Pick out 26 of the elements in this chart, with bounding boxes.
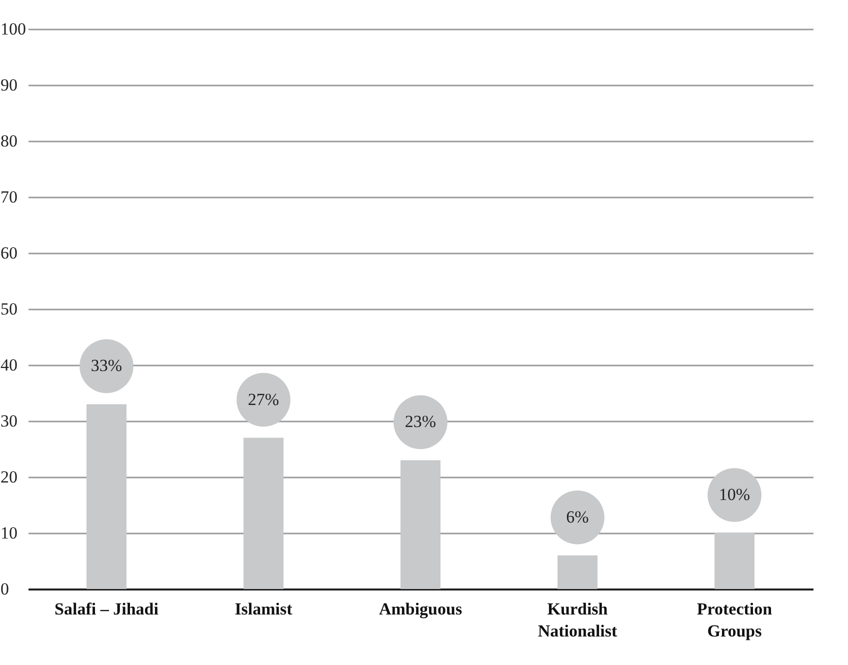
y-tick-label: 50 (0, 300, 18, 318)
bar (400, 460, 440, 589)
y-tick-label: 60 (0, 244, 18, 262)
data-label: 10% (718, 485, 750, 504)
data-label: 33% (90, 356, 122, 376)
bar (714, 533, 754, 589)
y-tick-label: 10 (0, 524, 18, 542)
y-tick-label: 40 (0, 356, 18, 374)
y-tick-label: 80 (0, 132, 18, 150)
x-tick-label: Protection Groups (696, 600, 773, 640)
y-tick-label: 30 (0, 412, 18, 430)
x-tick-label: Salafi – Jihadi (54, 600, 159, 618)
y-tick-label: 70 (0, 188, 18, 206)
y-tick-label: 100 (0, 20, 26, 38)
data-label: 6% (566, 507, 589, 526)
data-label: 23% (404, 412, 436, 432)
data-label: 27% (248, 390, 280, 409)
x-tick-label: Kurdish Nationalist (538, 600, 618, 640)
y-tick-label: 20 (0, 468, 18, 486)
bar (558, 555, 598, 589)
bar (244, 438, 284, 589)
y-tick-label: 0 (0, 580, 9, 598)
x-tick-label: Islamist (234, 600, 293, 618)
y-tick-label: 90 (0, 76, 18, 94)
bar (86, 404, 126, 589)
x-tick-label: Ambiguous (378, 600, 462, 618)
